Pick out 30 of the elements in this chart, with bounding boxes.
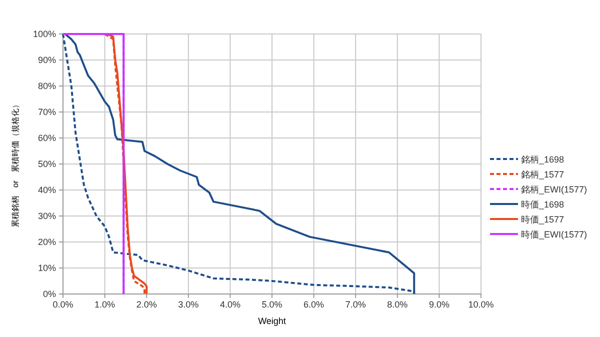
x-tick-label: 1.0%	[94, 299, 116, 310]
y-axis-title: 累積銘柄 or 累積時価（規格化）	[11, 100, 20, 228]
legend-label: 銘柄_EWI(1577)	[521, 184, 588, 194]
x-tick-label: 9.0%	[428, 299, 450, 310]
x-tick-label: 0.0%	[52, 299, 74, 310]
y-tick-label: 50%	[38, 158, 56, 169]
y-tick-label: 30%	[38, 210, 56, 221]
y-tick-label: 70%	[38, 106, 56, 117]
x-tick-label: 3.0%	[178, 299, 199, 310]
x-tick-label: 10.0%	[468, 299, 494, 310]
legend-label: 銘柄_1698	[521, 154, 564, 164]
x-tick-label: 6.0%	[304, 299, 324, 310]
y-tick-label: 10%	[38, 262, 56, 273]
y-tick-label: 60%	[38, 132, 56, 143]
legend-label: 時価_EWI(1577)	[521, 230, 588, 240]
y-tick-label: 40%	[38, 184, 56, 195]
x-tick-label: 4.0%	[220, 299, 240, 310]
x-tick-label: 8.0%	[387, 299, 408, 310]
x-tick-label: 5.0%	[262, 299, 282, 310]
y-tick-label: 100%	[32, 28, 56, 39]
x-axis-title: Weight	[258, 316, 286, 326]
y-tick-label: 80%	[38, 80, 56, 91]
y-tick-label: 0%	[42, 288, 56, 299]
legend-label: 時価_1698	[521, 200, 564, 210]
x-tick-label: 2.0%	[136, 299, 157, 310]
legend-label: 時価_1577	[521, 214, 564, 224]
y-tick-label: 90%	[38, 54, 56, 65]
legend-label: 銘柄_1577	[521, 170, 564, 180]
y-tick-label: 20%	[38, 236, 56, 247]
x-tick-label: 7.0%	[345, 299, 366, 310]
